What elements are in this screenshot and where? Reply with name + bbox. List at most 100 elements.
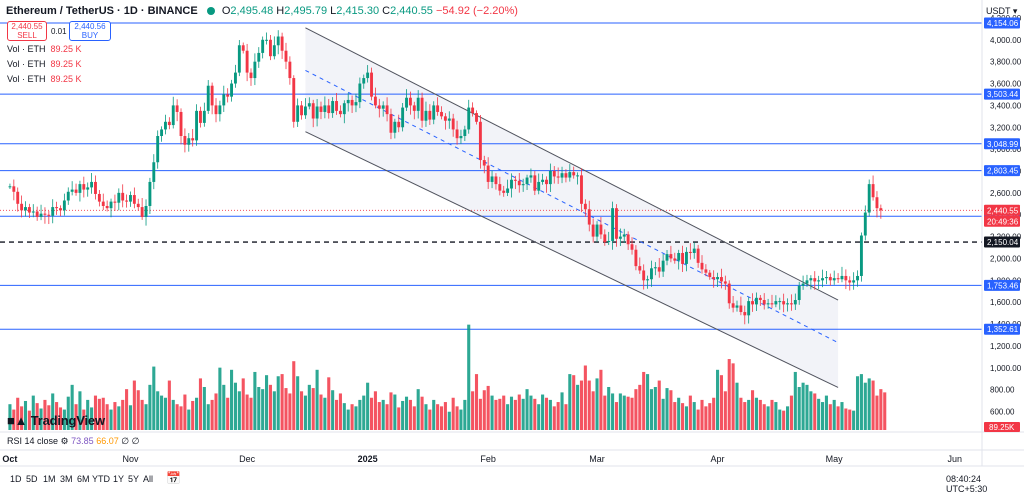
volume-bar <box>793 371 797 430</box>
level-price-tag-bg <box>984 279 1020 291</box>
candle-body <box>195 110 199 141</box>
volume-bar <box>47 405 51 430</box>
candle-body <box>276 36 280 46</box>
rsi-legend[interactable]: RSI 14 close ⚙ 73.85 66.07 ∅ ∅ <box>7 436 139 447</box>
volume-tag: 89.25K <box>989 423 1015 432</box>
dashed-level-tag-bg <box>984 236 1020 248</box>
time-tick-label: Feb <box>480 454 496 464</box>
candle-body <box>39 213 43 217</box>
volume-bar <box>696 409 700 430</box>
open-value: 2,495.48 <box>230 5 274 17</box>
volume-bar <box>210 399 214 430</box>
candle-body <box>97 193 101 202</box>
candle-body <box>12 186 16 192</box>
volume-bar <box>789 395 793 430</box>
timeframe-button[interactable]: 3M <box>60 474 73 484</box>
clock[interactable]: 08:40:24 UTC+5:30 <box>946 474 988 494</box>
candle-body <box>385 105 389 115</box>
candle-body <box>782 301 786 305</box>
volume-bar <box>871 380 875 430</box>
candle-body <box>8 186 12 188</box>
volume-bar <box>152 366 156 430</box>
tradingview-logo[interactable]: ■▲ TradingView <box>7 413 105 428</box>
timeframe-button[interactable]: 6M <box>77 474 90 484</box>
sell-button[interactable]: 2,440.55 SELL <box>7 21 47 41</box>
volume-bar <box>171 399 175 430</box>
volume-bar <box>758 399 762 430</box>
timeframe-button[interactable]: All <box>143 474 154 484</box>
volume-bar <box>595 378 599 430</box>
countdown-bg <box>984 215 1020 227</box>
volume-bar <box>148 384 152 430</box>
candle-body <box>642 270 646 281</box>
volume-bar <box>373 391 377 430</box>
volume-bar <box>105 404 109 430</box>
volume-bar <box>688 395 692 430</box>
volume-bar <box>782 410 786 430</box>
volume-bar <box>863 382 867 430</box>
timeframe-button[interactable]: 1D <box>10 474 22 484</box>
volume-bar <box>494 399 498 430</box>
volume-legend-3[interactable]: Vol · ETH 89.25 K <box>7 74 82 84</box>
candle-body <box>634 249 638 267</box>
price-tick-label: 1,000.00 <box>990 364 1022 373</box>
candle-body <box>793 300 797 305</box>
candle-body <box>498 184 502 191</box>
timeframe-button[interactable]: YTD <box>92 474 110 484</box>
volume-bar <box>93 395 98 430</box>
candle-body <box>358 83 362 103</box>
buy-button[interactable]: 2,440.56 BUY <box>69 21 111 41</box>
volume-bar <box>564 404 568 430</box>
candle-body <box>716 277 720 280</box>
symbol-title[interactable]: Ethereum / TetherUS · 1D · BINANCE <box>6 5 198 17</box>
calendar-icon[interactable]: 📅 <box>166 471 181 485</box>
timeframe-button[interactable]: 5D <box>26 474 38 484</box>
candle-body <box>416 97 420 111</box>
volume-bar <box>331 390 335 430</box>
rsi-settings-icon[interactable]: ⚙ <box>60 436 69 446</box>
volume-bar <box>754 397 758 430</box>
candle-body <box>265 39 268 41</box>
volume-bar <box>327 377 331 430</box>
candle-body <box>300 105 303 116</box>
candle-body <box>342 103 346 115</box>
candle-body <box>510 179 513 189</box>
candle-body <box>303 106 307 116</box>
candle-body <box>859 235 863 276</box>
volume-bar <box>132 380 136 430</box>
candle-body <box>731 303 735 308</box>
price-tick-label: 2,000.00 <box>990 254 1022 263</box>
candle-body <box>762 300 766 305</box>
market-status-icon <box>206 7 215 16</box>
volume-bar <box>541 394 545 430</box>
level-price-tag-bg <box>984 138 1020 150</box>
candle-body <box>805 280 809 284</box>
candle-body <box>844 275 848 281</box>
volume-bar <box>630 397 634 430</box>
candle-body <box>20 203 24 211</box>
timeframe-button[interactable]: 1M <box>43 474 56 484</box>
timeframe-button[interactable]: 1Y <box>113 474 125 484</box>
timeframe-button[interactable]: 5Y <box>128 474 140 484</box>
candle-body <box>140 207 144 217</box>
volume-bar <box>70 384 74 430</box>
volume-legend-2[interactable]: Vol · ETH 89.25 K <box>7 59 82 69</box>
channel-mid-line <box>305 69 839 344</box>
currency-selector[interactable]: USDT ▾ <box>986 6 1017 17</box>
volume-bar <box>502 395 506 430</box>
volume-legend-1[interactable]: Vol · ETH 89.25 K <box>7 44 82 54</box>
candle-body <box>848 280 852 283</box>
candle-body <box>156 136 160 163</box>
volume-bar <box>82 409 86 430</box>
candle-body <box>669 254 673 259</box>
candle-body <box>191 138 195 141</box>
candle-body <box>440 111 443 117</box>
volume-bar <box>342 403 346 430</box>
volume-bar <box>55 402 59 430</box>
volume-bar <box>436 404 440 430</box>
candle-body <box>583 203 587 210</box>
candle-body <box>292 78 296 122</box>
volume-legend-label: Vol · ETH <box>7 44 46 54</box>
candle-body <box>471 107 475 114</box>
